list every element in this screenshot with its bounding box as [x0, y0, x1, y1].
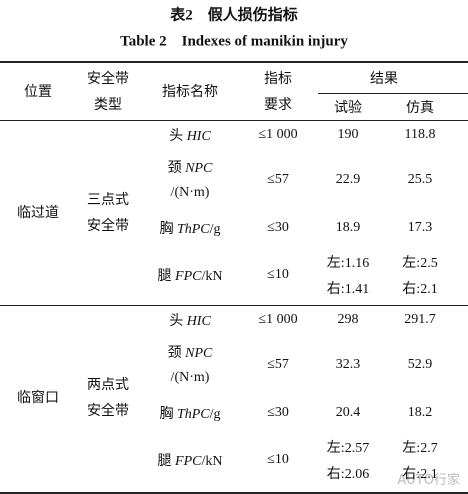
simulation-cell: 17.3: [407, 219, 433, 235]
body-part: 头: [169, 314, 184, 329]
watermark: AUTO行家: [397, 473, 460, 488]
test-cell: 20.4: [335, 404, 361, 420]
requirement-cell: ≤57: [267, 172, 289, 187]
test-cell: 298: [337, 312, 359, 327]
metric: HIC: [186, 314, 211, 329]
test-cell: 左:1.16: [326, 256, 370, 271]
header-rule: [0, 120, 468, 121]
unit: /g: [209, 221, 221, 237]
simulation-cell: 右:2.1: [402, 282, 438, 297]
header-cell: 结果: [370, 72, 398, 87]
header-cell: 安全带: [87, 72, 129, 87]
requirement-cell: ≤57: [267, 357, 289, 372]
header-cell: 指标: [264, 72, 292, 87]
belt-cell: 两点式: [87, 378, 129, 393]
group-rule: [0, 305, 468, 306]
bottom-rule: [0, 492, 468, 494]
simulation-cell: 左:2.5: [402, 256, 438, 271]
indicator-cell: 头 HIC: [169, 125, 211, 145]
metric: NPC: [185, 161, 213, 176]
top-rule: [0, 61, 468, 63]
title-en: Table 2 Indexes of manikin injury: [120, 33, 348, 50]
header-cell: 仿真: [406, 101, 434, 116]
indicator-cell: 颈 NPC: [168, 342, 213, 362]
test-cell: 18.9: [335, 219, 361, 235]
test-cell: 右:2.06: [326, 467, 370, 482]
unit: /g: [209, 406, 221, 422]
belt-cell: 安全带: [87, 404, 129, 419]
position-cell: 临窗口: [17, 391, 59, 406]
metric: HIC: [186, 129, 211, 144]
simulation-cell: 52.9: [407, 357, 433, 372]
requirement-cell: ≤10: [267, 452, 289, 467]
unit: /(N·m): [170, 370, 210, 385]
requirement-cell: ≤1 000: [258, 312, 298, 327]
simulation-cell: 291.7: [404, 312, 436, 327]
belt-cell: 安全带: [87, 219, 129, 234]
header-cell: 要求: [264, 98, 292, 113]
header-cell: 指标名称: [162, 85, 218, 100]
simulation-cell: 左:2.7: [402, 441, 438, 456]
body-part: 颈: [167, 346, 182, 361]
belt-cell: 三点式: [87, 193, 129, 208]
metric: ThPC: [176, 221, 210, 237]
indicator-cell: 颈 NPC: [168, 157, 213, 177]
body-part: 腿: [157, 269, 172, 284]
body-part: 颈: [167, 161, 182, 176]
body-part: 胸: [159, 406, 174, 422]
header-cell: 试验: [334, 101, 362, 116]
body-part: 胸: [159, 221, 174, 237]
simulation-cell: 右:2.1: [402, 467, 438, 482]
header-cell: 类型: [94, 98, 122, 113]
indicator-cell: 胸 ThPC/g: [159, 403, 220, 423]
title-cn: 表2 假人损伤指标: [170, 7, 298, 24]
unit: /kN: [201, 454, 223, 469]
simulation-cell: 25.5: [407, 172, 433, 187]
body-part: 头: [169, 129, 184, 144]
requirement-cell: ≤30: [267, 404, 289, 420]
indicator-cell: 胸 ThPC/g: [159, 218, 220, 238]
metric: FPC: [175, 269, 202, 284]
indicator-cell: 腿 FPC/kN: [158, 265, 223, 285]
test-cell: 右:1.41: [326, 282, 370, 297]
metric: NPC: [185, 346, 213, 361]
metric: ThPC: [176, 406, 210, 422]
indicator-cell: 腿 FPC/kN: [158, 450, 223, 470]
unit: /(N·m): [170, 185, 210, 200]
test-cell: 左:2.57: [326, 441, 370, 456]
header-cell: 位置: [24, 85, 52, 100]
requirement-cell: ≤1 000: [258, 127, 298, 142]
simulation-cell: 18.2: [407, 404, 433, 420]
simulation-cell: 118.8: [404, 127, 436, 142]
body-part: 腿: [157, 454, 172, 469]
results-rule: [318, 93, 468, 94]
position-cell: 临过道: [17, 206, 59, 221]
test-cell: 190: [337, 127, 359, 142]
metric: FPC: [175, 454, 202, 469]
test-cell: 22.9: [335, 172, 361, 187]
requirement-cell: ≤30: [267, 219, 289, 235]
unit: /kN: [201, 269, 223, 284]
test-cell: 32.3: [335, 357, 361, 372]
indicator-cell: 头 HIC: [169, 310, 211, 330]
requirement-cell: ≤10: [267, 267, 289, 282]
